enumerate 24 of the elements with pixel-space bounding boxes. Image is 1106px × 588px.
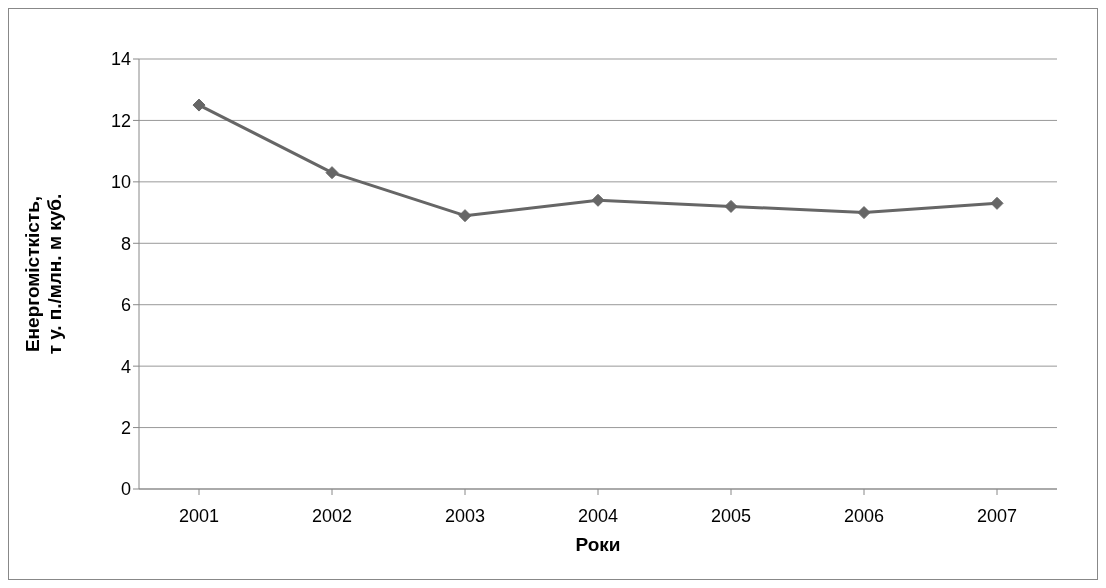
x-tick-label: 2003 [444, 505, 486, 526]
x-tick-label: 2001 [178, 505, 220, 526]
x-tick-label: 2004 [577, 505, 619, 526]
y-tick-label: 8 [120, 233, 131, 254]
point [857, 206, 871, 220]
point [192, 98, 206, 112]
y-tick-label: 2 [120, 417, 131, 438]
y-tick-label: 10 [110, 172, 131, 193]
y-tick-label: 14 [110, 49, 131, 70]
point [724, 199, 738, 213]
x-tick-label: 2007 [976, 505, 1018, 526]
y-tick-label: 6 [120, 295, 131, 316]
point [990, 196, 1004, 210]
x-axis-title: Роки [575, 534, 621, 555]
y-axis-title: Енергомісткість, т у. п./млн. м куб. [22, 193, 65, 355]
point [458, 209, 472, 223]
x-tick-label: 2005 [710, 505, 752, 526]
y-tick-label: 0 [120, 479, 131, 500]
point [591, 193, 605, 207]
x-tick-label: 2006 [843, 505, 885, 526]
y-tick-label: 12 [110, 110, 131, 131]
point [325, 166, 339, 180]
y-tick-label: 4 [120, 356, 131, 377]
x-tick-label: 2002 [311, 505, 353, 526]
